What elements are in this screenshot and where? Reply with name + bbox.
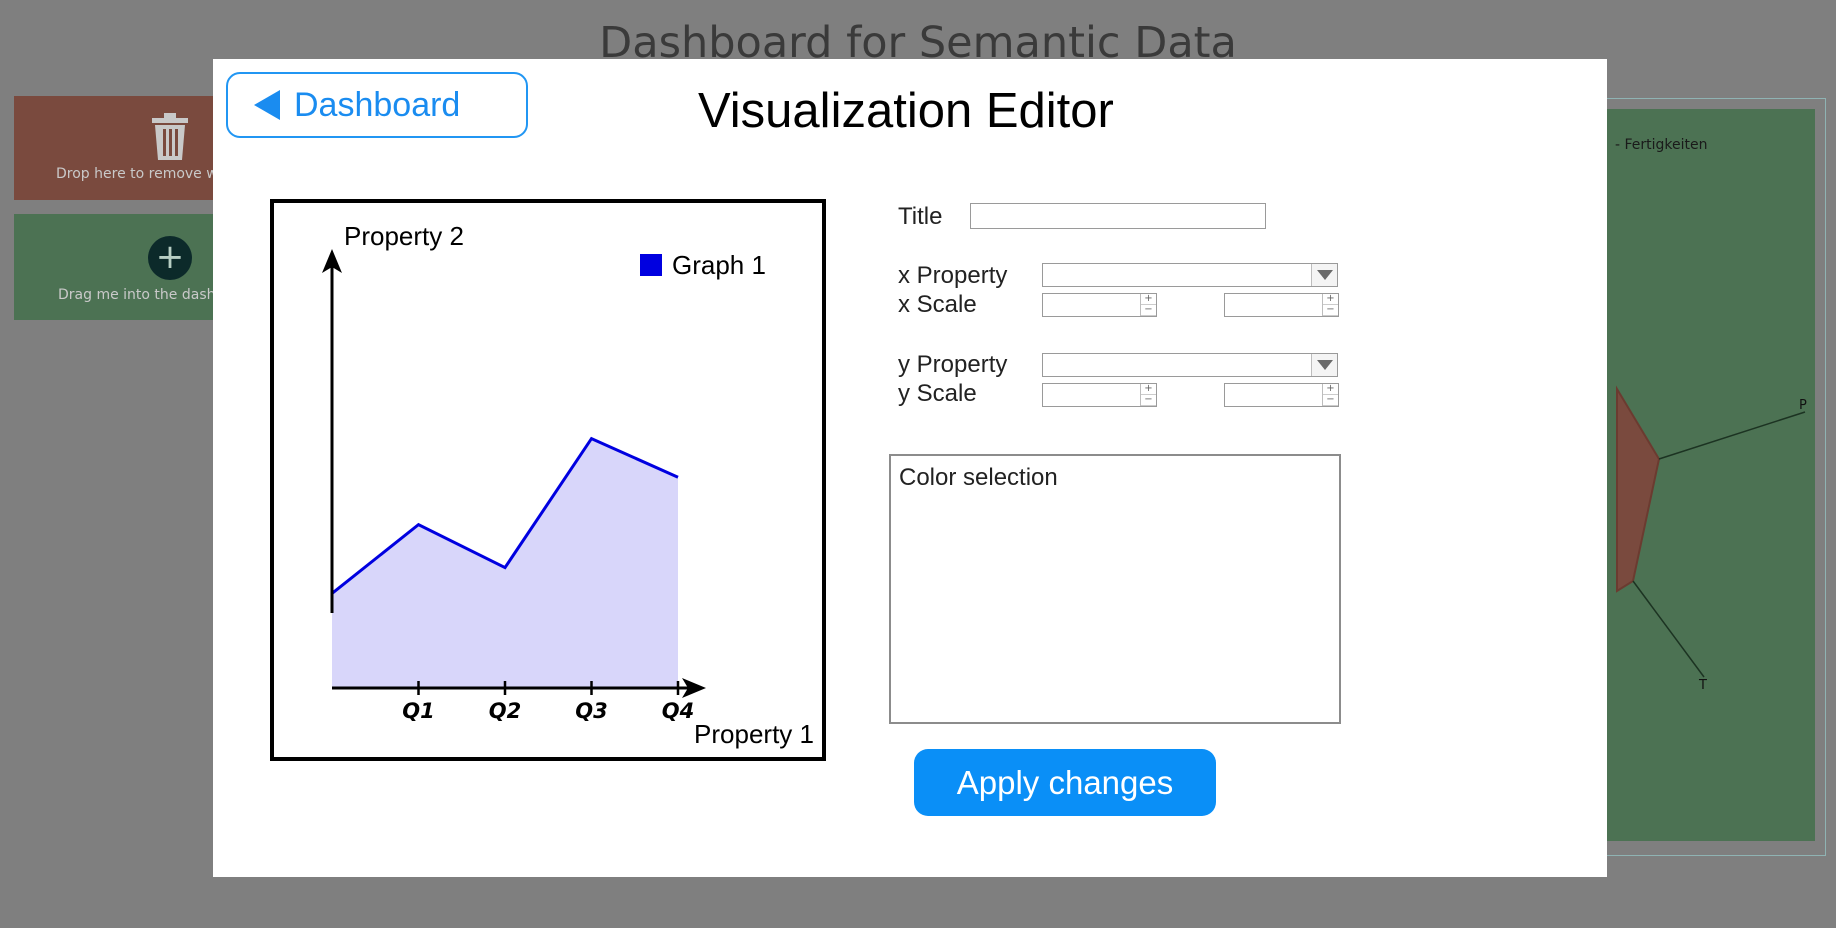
x-tick-label: Q4 (662, 699, 694, 723)
page-title: Visualization Editor (698, 84, 1114, 138)
triangle-left-icon (254, 90, 280, 120)
increment-icon[interactable]: + (1323, 294, 1338, 305)
increment-icon[interactable]: + (1141, 294, 1156, 305)
y-scale-max-stepper[interactable]: + − (1322, 384, 1338, 406)
radar-shape (1616, 385, 1661, 593)
title-input[interactable] (970, 203, 1266, 229)
increment-icon[interactable]: + (1141, 384, 1156, 395)
legend-label: Graph 1 (672, 250, 766, 280)
widget-label: - Fertigkeiten (1615, 137, 1708, 153)
x-tick-label: Q3 (575, 699, 607, 723)
x-axis-arrow (682, 678, 706, 698)
chevron-down-icon[interactable] (1311, 264, 1337, 286)
back-to-dashboard-button[interactable]: Dashboard (226, 72, 528, 138)
radar-chart-widget: - Fertigkeiten P T (1590, 98, 1826, 856)
x-tick-label: Q1 (402, 699, 434, 723)
apply-changes-button[interactable]: Apply changes (914, 749, 1216, 816)
x-property-label: x Property (898, 262, 1008, 289)
y-scale-max-input[interactable]: + − (1224, 383, 1339, 407)
y-property-label: y Property (898, 351, 1008, 378)
title-label: Title (898, 203, 943, 230)
series-area (332, 438, 678, 688)
x-scale-max-input[interactable]: + − (1224, 293, 1339, 317)
new-widget-card: + Drag me into the dashb (14, 214, 224, 320)
increment-icon[interactable]: + (1323, 384, 1338, 395)
chevron-down-icon[interactable] (1311, 354, 1337, 376)
x-property-select[interactable] (1042, 263, 1338, 287)
y-scale-min-stepper[interactable]: + − (1140, 384, 1156, 406)
decrement-icon[interactable]: − (1141, 395, 1156, 406)
x-ticks: Q1 Q2 Q3 Q4 (402, 681, 694, 723)
radar-axis-label: P (1799, 398, 1807, 413)
color-selection-panel[interactable]: Color selection (889, 454, 1341, 724)
x-scale-label: x Scale (898, 291, 977, 318)
y-axis-label: Property 2 (344, 221, 464, 251)
radar-axis (1632, 580, 1705, 678)
widget-body: - Fertigkeiten P T (1599, 109, 1815, 841)
legend-swatch (640, 254, 662, 276)
drop-zone-text: Drop here to remove w (56, 166, 218, 182)
visualization-editor-dialog: Dashboard Visualization Editor Q1 Q2 Q3 Q4 … (213, 59, 1607, 877)
chart-preview: Q1 Q2 Q3 Q4 Property 2 Property 1 Graph 1 (270, 199, 826, 761)
y-property-select[interactable] (1042, 353, 1338, 377)
x-scale-max-stepper[interactable]: + − (1322, 294, 1338, 316)
y-axis-arrow (322, 249, 342, 273)
chart-svg: Q1 Q2 Q3 Q4 Property 2 Property 1 Graph 1 (322, 221, 814, 749)
trash-icon (152, 113, 188, 160)
x-scale-min-stepper[interactable]: + − (1140, 294, 1156, 316)
remove-drop-zone: Drop here to remove w (14, 96, 218, 200)
series-line (331, 436, 679, 595)
plus-circle-icon: + (148, 236, 192, 280)
back-button-label: Dashboard (294, 85, 461, 124)
radar-axis (1658, 411, 1806, 460)
radar-chart: P T (1616, 385, 1807, 693)
decrement-icon[interactable]: − (1323, 305, 1338, 316)
drag-card-text: Drag me into the dashb (58, 287, 225, 303)
y-scale-label: y Scale (898, 380, 977, 407)
decrement-icon[interactable]: − (1141, 305, 1156, 316)
color-selection-label: Color selection (899, 464, 1058, 491)
decrement-icon[interactable]: − (1323, 395, 1338, 406)
y-scale-min-input[interactable]: + − (1042, 383, 1157, 407)
radar-axis-label: T (1698, 678, 1707, 693)
x-scale-min-input[interactable]: + − (1042, 293, 1157, 317)
x-tick-label: Q2 (489, 699, 521, 723)
x-axis-label: Property 1 (694, 719, 814, 749)
